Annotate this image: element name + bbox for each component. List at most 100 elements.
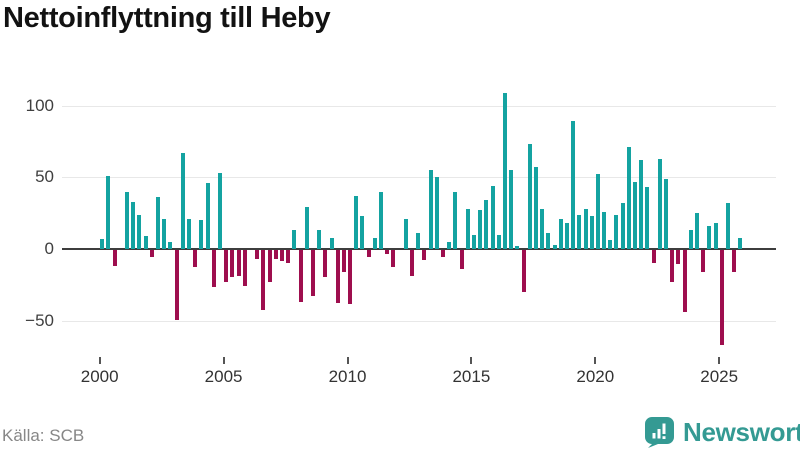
x-axis-label: 2015	[452, 367, 491, 386]
bar-positive	[416, 233, 421, 249]
bar-negative	[149, 250, 154, 258]
bar-positive	[131, 201, 136, 249]
bar-positive	[515, 246, 520, 249]
bar-positive	[187, 218, 192, 249]
bar-positive	[484, 200, 489, 249]
bar-negative	[341, 250, 346, 272]
bar-negative	[323, 250, 328, 278]
bar-positive	[106, 175, 111, 249]
bar-positive	[564, 223, 569, 249]
y-axis-label: −50	[25, 310, 54, 330]
x-axis-tick	[98, 357, 101, 364]
bar-negative	[651, 250, 656, 263]
x-axis-label: 2020	[576, 367, 615, 386]
bar-positive	[620, 203, 625, 249]
bar-positive	[428, 170, 433, 249]
bar-positive	[490, 185, 495, 249]
x-axis-tick	[470, 357, 473, 364]
bar-positive	[125, 191, 130, 249]
bar-negative	[255, 250, 260, 259]
bar-positive	[317, 230, 322, 249]
bar-positive	[496, 234, 501, 249]
newsworthy-speech-bubble-chart-icon	[645, 417, 674, 448]
newsworthy-logo: Newsworthy	[645, 417, 800, 448]
bar-positive	[540, 208, 545, 249]
y-axis-label: 50	[35, 167, 54, 187]
bar-positive	[360, 216, 365, 249]
bar-negative	[348, 250, 353, 305]
gridline	[62, 105, 776, 107]
bar-positive	[292, 230, 297, 249]
bar-positive	[614, 214, 619, 249]
bar-negative	[385, 250, 390, 255]
bar-positive	[137, 214, 142, 249]
bar-positive	[657, 158, 662, 249]
x-axis-label: 2025	[700, 367, 739, 386]
bar-positive	[645, 187, 650, 249]
bar-positive	[100, 238, 105, 249]
bar-positive	[447, 241, 452, 249]
bar-negative	[410, 250, 415, 276]
bar-negative	[701, 250, 706, 272]
bar-positive	[199, 220, 204, 249]
bar-positive	[713, 223, 718, 249]
bar-negative	[242, 250, 247, 286]
bar-positive	[608, 240, 613, 249]
bar-positive	[453, 191, 458, 249]
bar-positive	[633, 181, 638, 249]
bar-negative	[335, 250, 340, 304]
bar-positive	[143, 236, 148, 249]
x-axis-label: 2010	[328, 367, 367, 386]
bar-positive	[707, 226, 712, 249]
bar-negative	[676, 250, 681, 265]
bar-negative	[459, 250, 464, 269]
bar-negative	[441, 250, 446, 258]
bar-negative	[224, 250, 229, 282]
bar-negative	[732, 250, 737, 272]
bar-negative	[236, 250, 241, 276]
bar-negative	[521, 250, 526, 292]
bar-positive	[558, 218, 563, 249]
bar-positive	[695, 213, 700, 249]
bar-positive	[738, 237, 743, 249]
bar-positive	[725, 203, 730, 249]
bar-positive	[571, 121, 576, 249]
bar-negative	[193, 250, 198, 268]
x-axis-tick	[594, 357, 597, 364]
bar-negative	[211, 250, 216, 288]
bar-negative	[366, 250, 371, 258]
bar-negative	[273, 250, 278, 259]
bar-positive	[546, 233, 551, 249]
bar-negative	[286, 250, 291, 263]
bar-negative	[682, 250, 687, 312]
bar-positive	[664, 178, 669, 249]
bar-positive	[595, 174, 600, 249]
bar-positive	[434, 177, 439, 249]
gridline	[62, 177, 776, 179]
bar-positive	[552, 244, 557, 249]
bar-positive	[478, 210, 483, 249]
bar-negative	[298, 250, 303, 302]
newsworthy-wordmark: Newsworthy	[683, 417, 800, 447]
bar-positive	[533, 167, 538, 249]
x-axis-tick	[222, 357, 225, 364]
bar-positive	[589, 216, 594, 249]
bar-negative	[267, 250, 272, 282]
x-axis-label: 2005	[204, 367, 243, 386]
bar-negative	[719, 250, 724, 345]
bar-negative	[112, 250, 117, 266]
bar-positive	[639, 160, 644, 249]
bar-positive	[205, 183, 210, 249]
bar-positive	[403, 218, 408, 249]
chart-title: Nettoinflyttning till Heby	[3, 2, 331, 34]
bar-positive	[577, 214, 582, 249]
y-axis-label: 0	[44, 239, 54, 258]
bar-positive	[509, 170, 514, 249]
bar-negative	[174, 250, 179, 321]
bar-positive	[583, 208, 588, 249]
bar-positive	[354, 195, 359, 249]
bar-positive	[502, 92, 507, 249]
source-note: Källa: SCB	[2, 426, 85, 445]
x-axis-tick	[346, 357, 349, 364]
